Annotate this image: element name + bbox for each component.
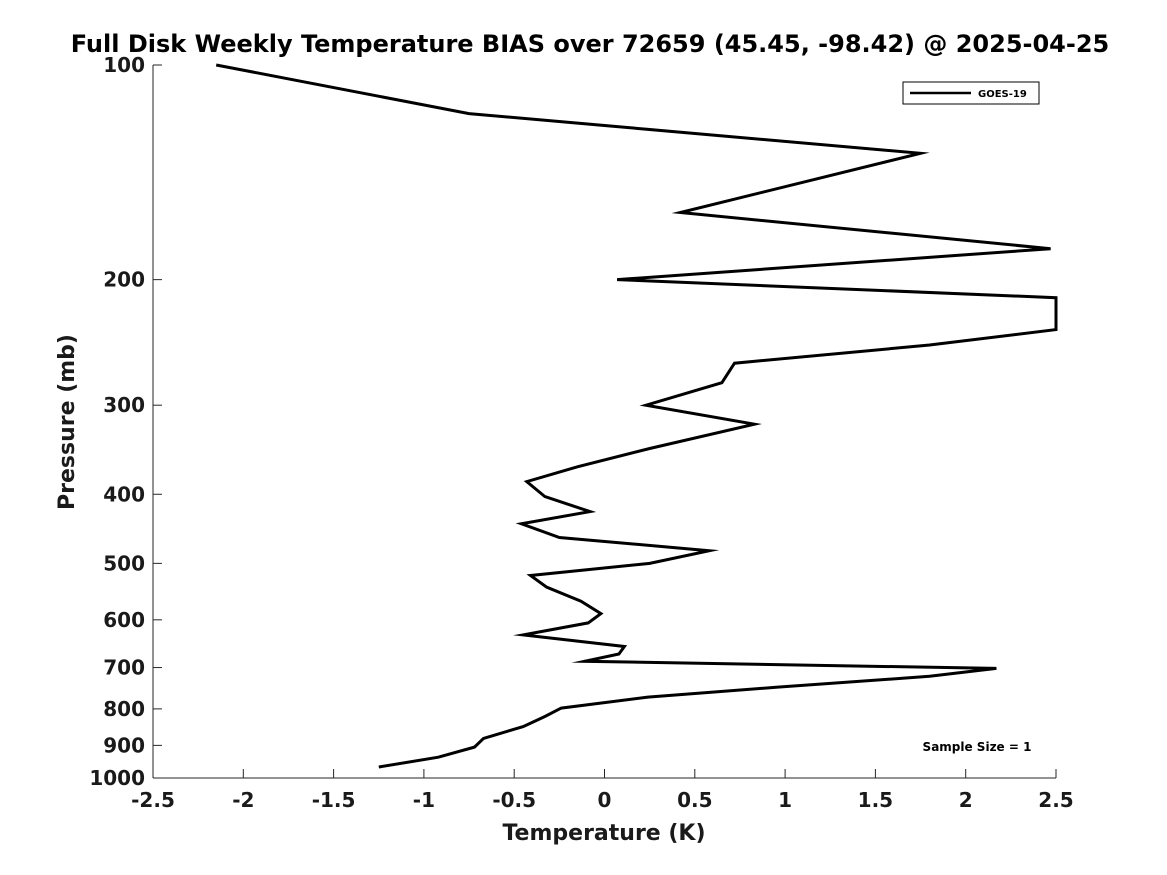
y-tick-label: 300	[103, 393, 145, 417]
x-tick-label: -1	[413, 788, 435, 812]
y-tick-label: 100	[103, 53, 145, 77]
y-axis-label: Pressure (mb)	[55, 334, 80, 510]
y-tick-label: 200	[103, 268, 145, 292]
x-axis-label: Temperature (K)	[502, 821, 705, 846]
x-tick-label: 0.5	[677, 788, 712, 812]
plot-lines	[215, 63, 1058, 769]
y-tick-label: 600	[103, 608, 145, 632]
chart-title: Full Disk Weekly Temperature BIAS over 7…	[71, 30, 1110, 58]
y-tick-label: 500	[103, 551, 145, 575]
legend: GOES-19	[902, 81, 1040, 105]
y-tick-label: 1000	[89, 766, 145, 790]
series-line-goes-19	[215, 63, 1058, 769]
y-tick-label: 700	[103, 656, 145, 680]
x-tick-label: -1.5	[312, 788, 356, 812]
x-tick-label: 2	[959, 788, 973, 812]
y-tick-label: 800	[103, 697, 145, 721]
x-tick-label: 2.5	[1038, 788, 1073, 812]
x-tick-label: 0	[598, 788, 612, 812]
legend-entry: GOES-19	[978, 89, 1027, 100]
x-tick-label: -2.5	[131, 788, 175, 812]
x-tick-label: 1.5	[858, 788, 893, 812]
y-tick-label: 400	[103, 482, 145, 506]
x-tick-label: 1	[778, 788, 792, 812]
y-tick-label: 900	[103, 733, 145, 757]
ticks: -2.5 -2 -1.5 -1 -0.5 0 0.5 1 1.5 2 2.5 100 200 300 400…	[89, 53, 1073, 812]
axes	[152, 65, 1056, 779]
sample-size-annotation: Sample Size = 1	[923, 740, 1032, 754]
x-tick-label: -0.5	[492, 788, 536, 812]
x-tick-label: -2	[232, 788, 254, 812]
